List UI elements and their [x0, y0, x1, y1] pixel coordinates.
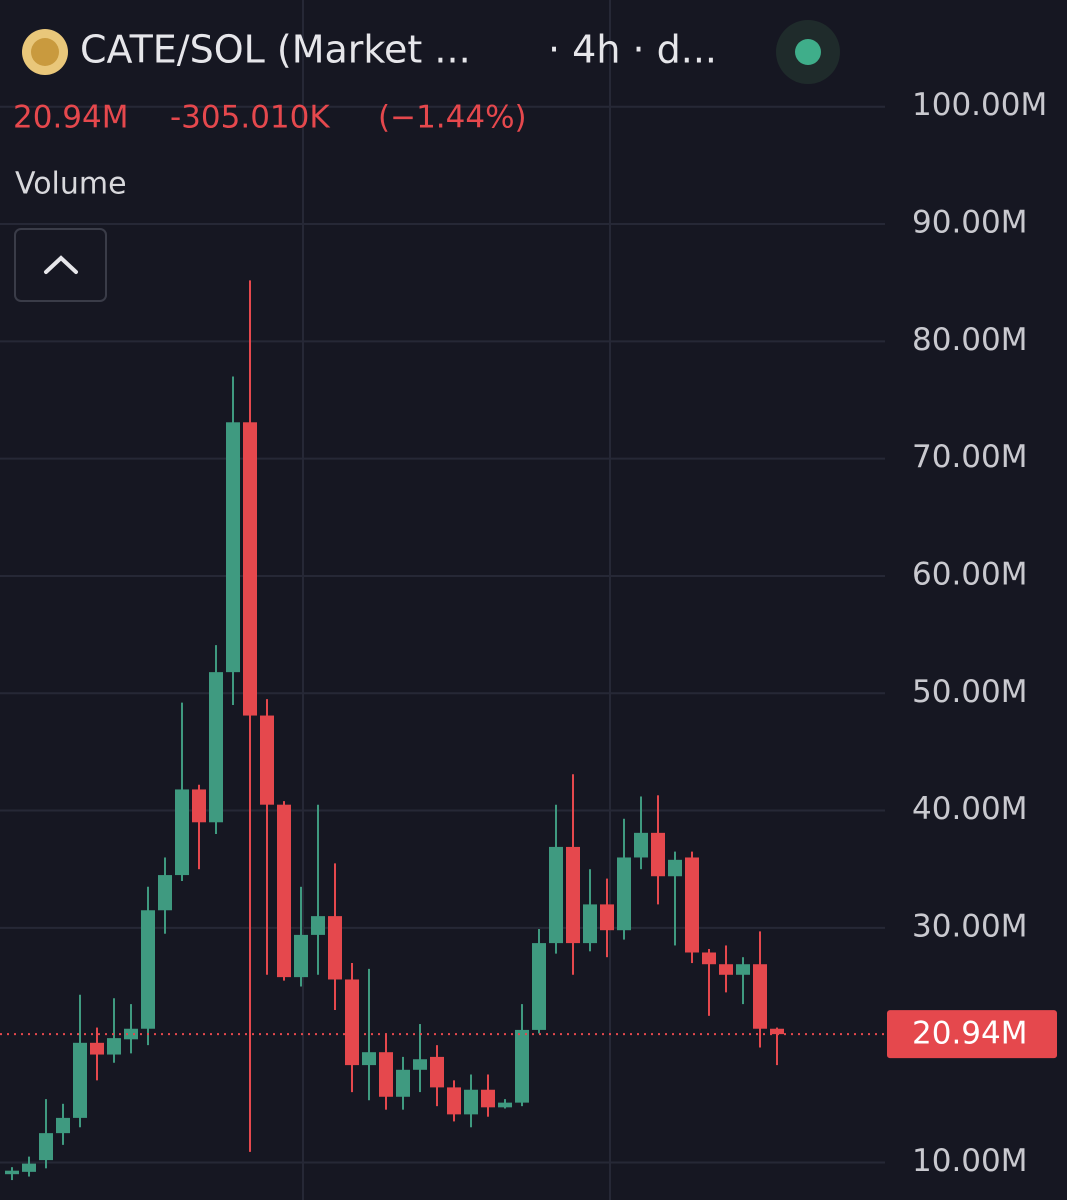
candle-body — [39, 1133, 53, 1161]
candle-body — [549, 846, 563, 944]
chart-title: CATE/SOL (Market ... — [80, 28, 471, 72]
candle-body — [107, 1038, 121, 1055]
candle-body — [141, 910, 155, 1029]
last-price-box — [887, 1010, 1057, 1059]
candles — [5, 280, 784, 1181]
candle-body — [379, 1052, 393, 1097]
candle-body — [90, 1042, 104, 1055]
candle-body — [277, 804, 291, 978]
candle-body — [294, 934, 308, 978]
candle-body — [192, 789, 206, 823]
candle-body — [447, 1087, 461, 1115]
change-value: -305.010K — [170, 100, 330, 136]
y-tick-label: 90.00M — [912, 205, 1028, 241]
candle-body — [515, 1029, 529, 1103]
candle-body — [736, 964, 750, 975]
grid — [0, 0, 885, 1200]
candle-body — [719, 964, 733, 975]
candle-body — [328, 916, 342, 980]
candle-body — [175, 789, 189, 876]
y-tick-label: 50.00M — [912, 674, 1028, 710]
study-label: Volume — [15, 167, 127, 202]
candle-body — [634, 832, 648, 858]
last-value: 20.94M — [13, 100, 129, 136]
status-dot[interactable] — [795, 39, 821, 65]
candle-body — [753, 964, 767, 1029]
y-tick-label: 40.00M — [912, 791, 1028, 827]
candle-body — [464, 1089, 478, 1115]
candle-body — [22, 1163, 36, 1172]
candle-body — [124, 1028, 138, 1040]
candle-body — [243, 422, 257, 716]
y-tick-label: 60.00M — [912, 556, 1028, 592]
candle-body — [770, 1028, 784, 1035]
candle-body — [311, 916, 325, 935]
y-tick-label: 30.00M — [912, 908, 1028, 944]
y-tick-label: 10.00M — [912, 1143, 1028, 1179]
candle-body — [651, 832, 665, 877]
collapse-button[interactable] — [14, 228, 107, 302]
change-percent: (−1.44%) — [378, 100, 527, 136]
collapse-icon[interactable] — [44, 255, 78, 274]
candle-body — [532, 943, 546, 1030]
candle-body — [73, 1042, 87, 1118]
candle-body — [396, 1069, 410, 1097]
candle-body — [226, 422, 240, 673]
last-price-label: 20.94M — [912, 1016, 1028, 1052]
candle-body — [583, 904, 597, 944]
candle-body — [617, 857, 631, 931]
y-tick-label: 100.00M — [912, 87, 1047, 123]
candle-body — [668, 859, 682, 877]
candle-body — [498, 1102, 512, 1108]
candle-body — [345, 979, 359, 1066]
candle-body — [5, 1170, 19, 1175]
candle-body — [260, 715, 274, 805]
candle-body — [566, 846, 580, 944]
candle-body — [430, 1056, 444, 1088]
y-tick-label: 80.00M — [912, 322, 1028, 358]
candle-body — [158, 875, 172, 911]
candle-body — [362, 1052, 376, 1066]
candle-body — [481, 1089, 495, 1108]
candle-body — [600, 904, 614, 931]
candle-body — [413, 1059, 427, 1070]
token-icon-inner — [31, 38, 59, 66]
candle-body — [685, 857, 699, 953]
candle-body — [702, 952, 716, 965]
candle-body — [56, 1117, 70, 1134]
chart-subtitle: · 4h · d... — [548, 28, 717, 72]
y-tick-label: 70.00M — [912, 439, 1028, 475]
candle-body — [209, 672, 223, 823]
